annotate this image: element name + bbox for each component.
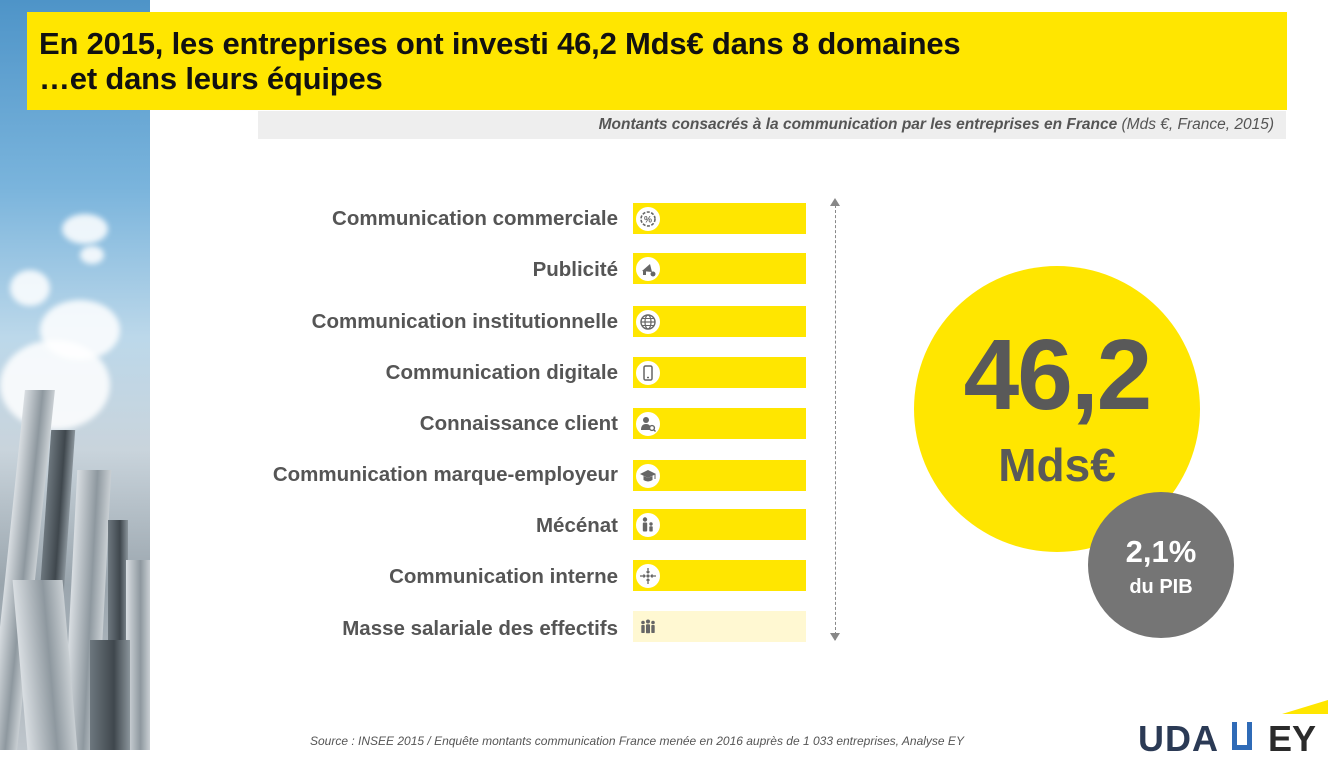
subtitle: Montants consacrés à la communication pa…: [599, 116, 1274, 134]
row-label: Communication digitale: [385, 361, 618, 384]
total-value: 46,2: [963, 319, 1153, 431]
percent-gear-icon: %: [634, 205, 662, 233]
row-label: Communication interne: [389, 565, 618, 588]
arrows-converge-icon: [634, 562, 662, 590]
pib-circle: 2,1% du PIB: [1088, 492, 1234, 638]
ey-logo: EY: [1268, 718, 1317, 759]
user-search-icon: [634, 410, 662, 438]
logo-bracket-mark: [1232, 722, 1252, 750]
uda-logo: UDA: [1138, 718, 1219, 759]
title-line-1: En 2015, les entreprises ont investi 46,…: [39, 26, 961, 61]
pib-value: 2,1%: [1125, 534, 1197, 569]
row-label: Communication commerciale: [332, 207, 618, 230]
row-label: Mécénat: [535, 514, 618, 537]
pib-label: du PIB: [1129, 576, 1193, 598]
total-bracket-line: [835, 200, 837, 640]
arrow-up-icon: [830, 198, 840, 206]
team-icon: [634, 613, 662, 641]
row-label: Connaissance client: [419, 412, 618, 435]
smartphone-icon: [634, 359, 662, 387]
subtitle-band: Montants consacrés à la communication pa…: [258, 111, 1286, 139]
ey-beam-icon: [1282, 700, 1328, 714]
city-sky-photo: [0, 0, 150, 750]
total-unit: Mds€: [998, 439, 1116, 491]
source-note: Source : INSEE 2015 / Enquête montants c…: [310, 734, 964, 748]
row-label: Communication marque-employeur: [272, 463, 618, 486]
row-label: Publicité: [532, 258, 618, 281]
title-banner: En 2015, les entreprises ont investi 46,…: [27, 12, 1287, 110]
svg-text:%: %: [644, 215, 652, 225]
arrow-down-icon: [830, 633, 840, 641]
megaphone-icon: [634, 255, 662, 283]
subtitle-normal: (Mds €, France, 2015): [1117, 116, 1275, 133]
parent-child-icon: [634, 511, 662, 539]
row-label: Communication institutionnelle: [311, 310, 618, 333]
graduation-cap-icon: [634, 462, 662, 490]
subtitle-bold: Montants consacrés à la communication pa…: [598, 116, 1118, 133]
globe-icon: [634, 308, 662, 336]
title-line-2: …et dans leurs équipes: [39, 61, 383, 96]
row-label: Masse salariale des effectifs: [342, 617, 618, 640]
